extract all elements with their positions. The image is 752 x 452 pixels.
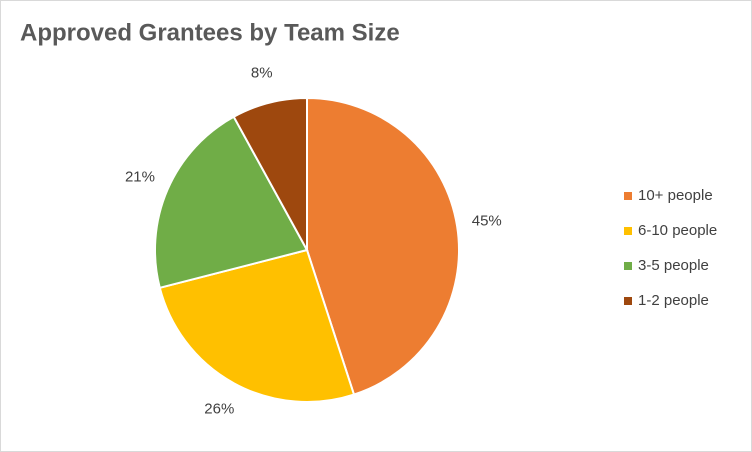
legend-label: 6-10 people (638, 222, 717, 239)
legend-label: 3-5 people (638, 257, 709, 274)
pie-slice (154, 115, 309, 290)
data-label: 8% (251, 65, 273, 82)
pie-slice (232, 96, 308, 251)
data-label: 26% (204, 400, 234, 417)
legend-swatch (624, 192, 632, 200)
legend-swatch (624, 227, 632, 235)
data-label: 21% (125, 169, 155, 186)
chart-title: Approved Grantees by Team Size (20, 19, 400, 46)
pie-slice (158, 248, 356, 403)
legend-label: 10+ people (638, 187, 713, 204)
legend-swatch (624, 262, 632, 270)
pie-slice (306, 96, 460, 396)
legend-label: 1-2 people (638, 292, 709, 309)
legend-swatch (624, 297, 632, 305)
data-label: 45% (472, 212, 502, 229)
